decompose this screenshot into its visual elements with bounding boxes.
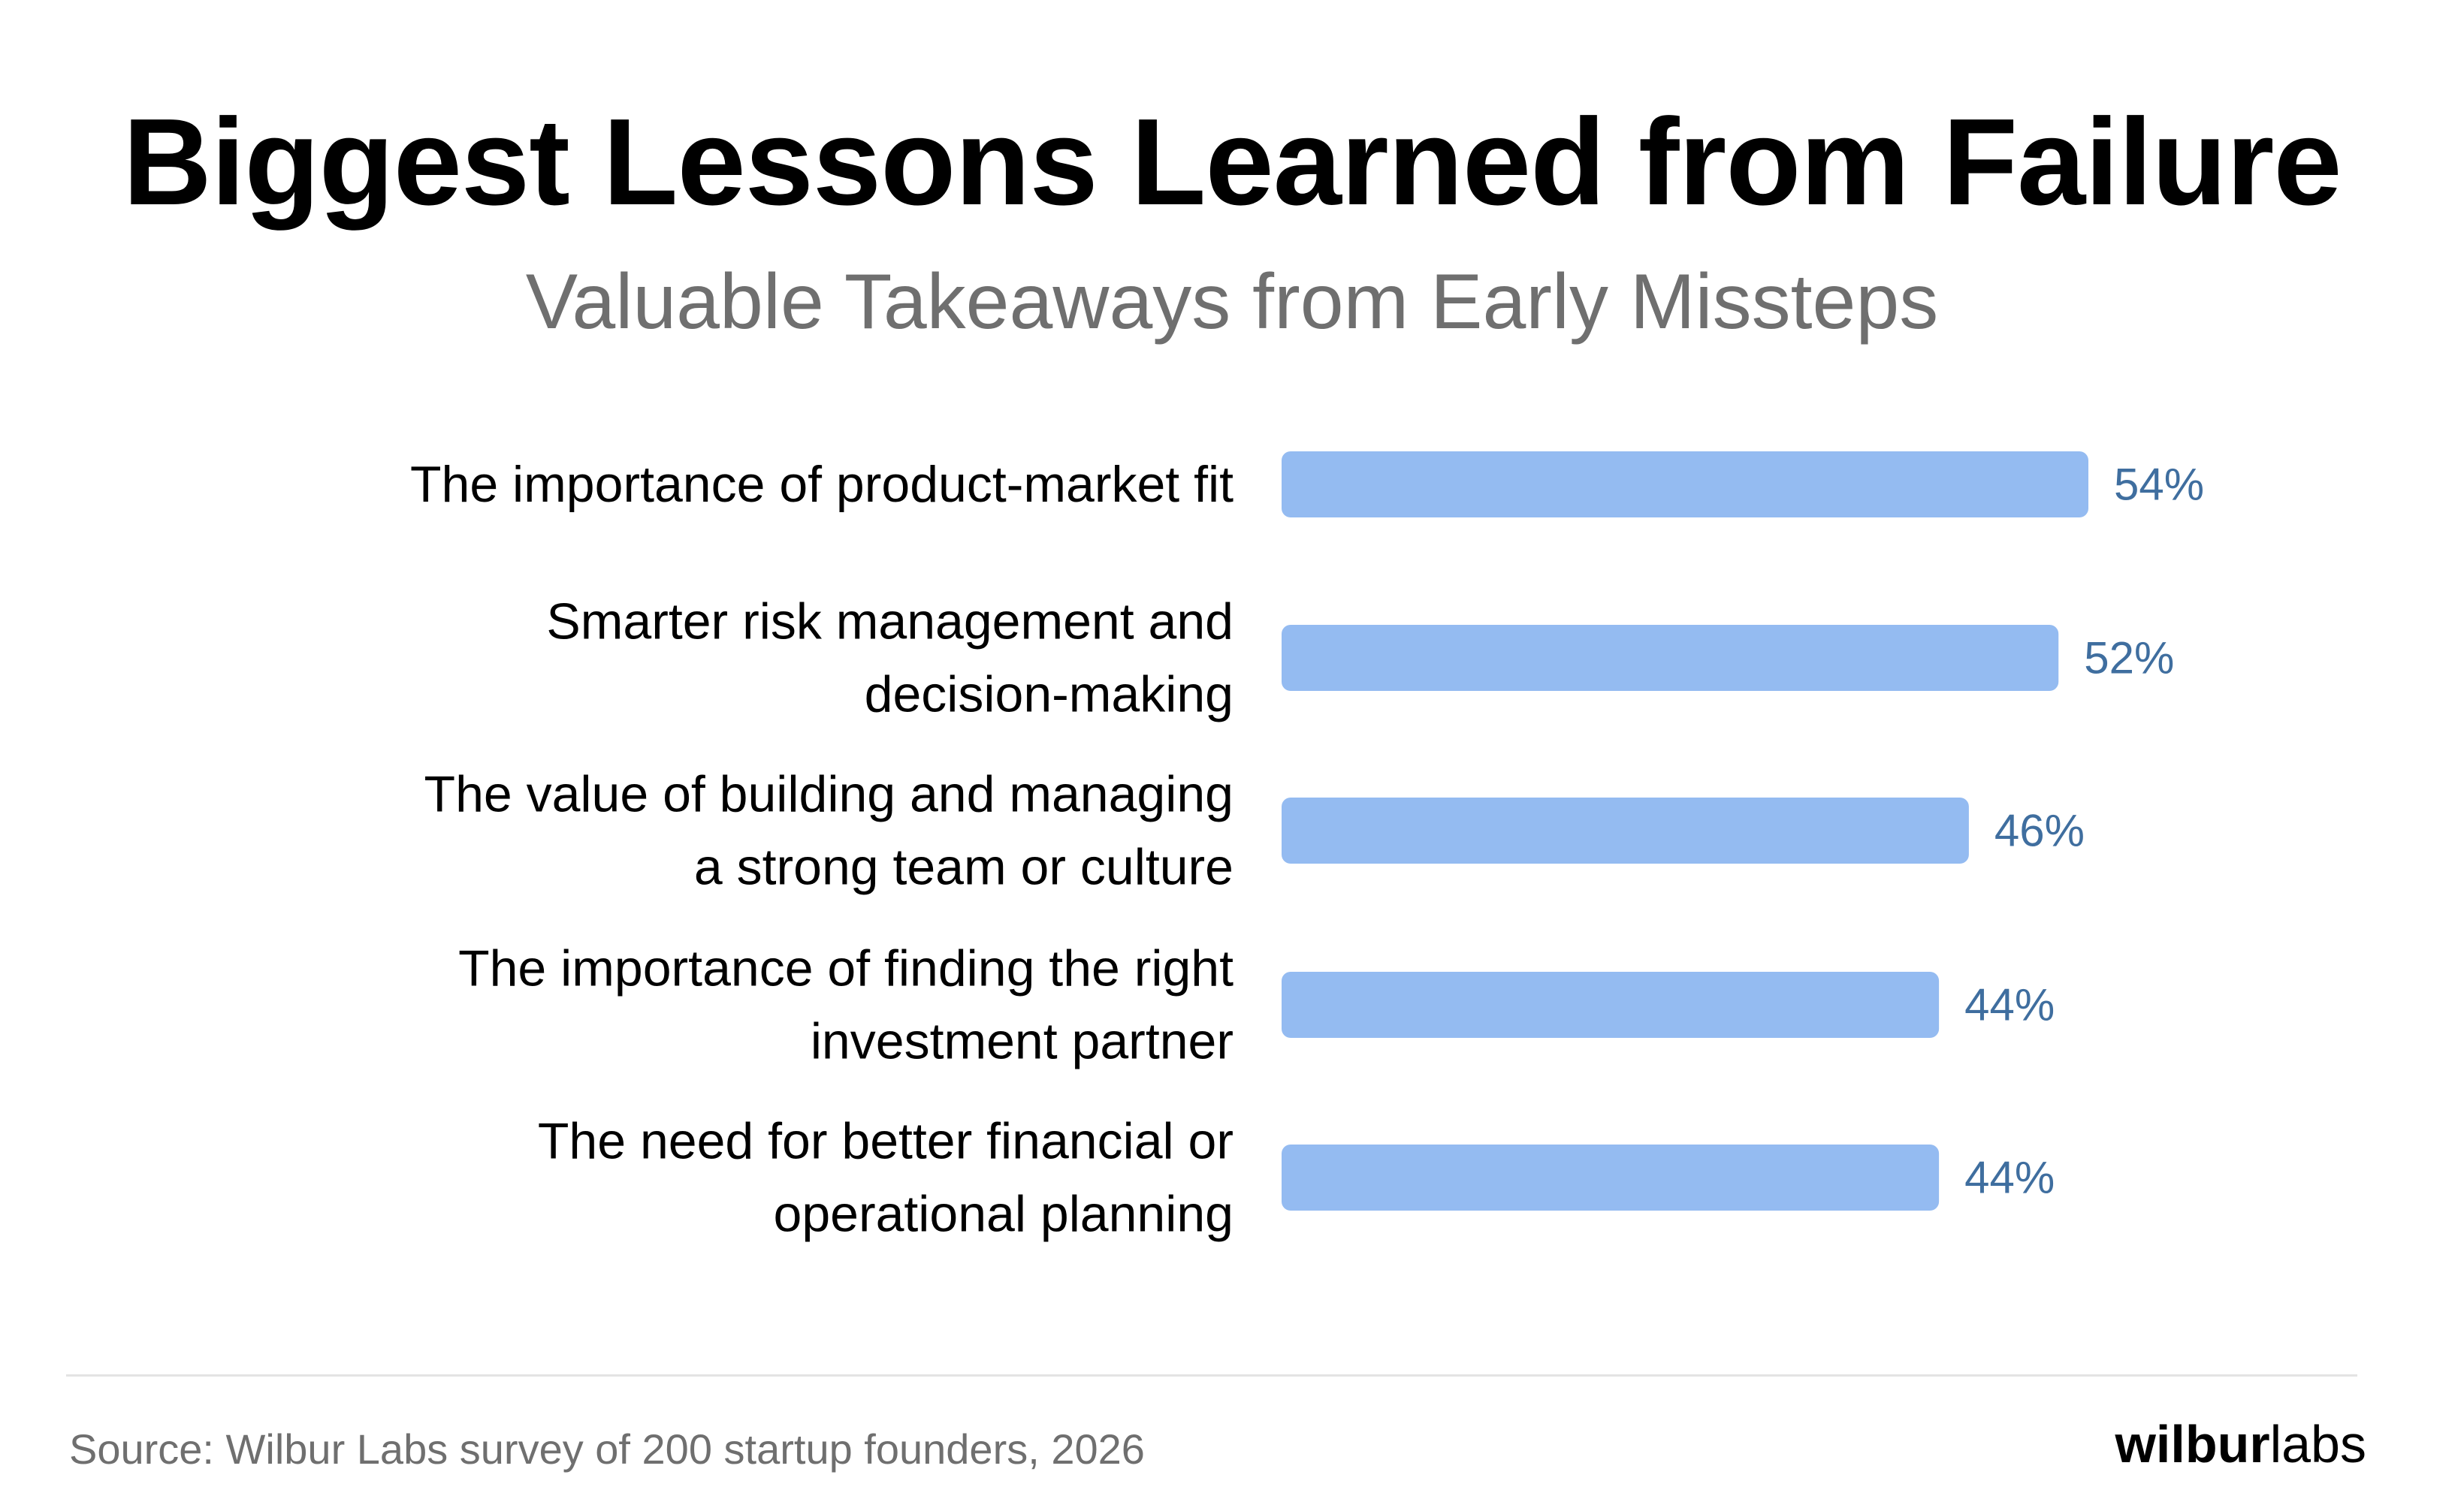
category-label-3-line-2: a strong team or culture	[694, 839, 1234, 896]
category-label-5-line-1: The need for better financial or	[538, 1113, 1234, 1170]
bar-2	[1282, 625, 2059, 691]
category-label-1-line-1: The importance of product-market fit	[410, 456, 1234, 513]
value-label-1: 54%	[2114, 460, 2204, 510]
chart-subtitle: Valuable Takeaways from Early Missteps	[525, 258, 1939, 345]
category-label-4-line-1: The importance of finding the right	[458, 940, 1234, 997]
value-label-5: 44%	[1964, 1153, 2055, 1203]
footer-divider	[66, 1374, 2357, 1377]
category-label-5-line-2: operational planning	[774, 1186, 1234, 1243]
logo-light-text: labs	[2269, 1415, 2366, 1473]
logo-bold-text: wilbur	[2115, 1415, 2270, 1473]
bar-1	[1282, 451, 2088, 517]
bar-5	[1282, 1145, 1940, 1211]
chart-title: Biggest Lessons Learned from Failure	[122, 93, 2342, 231]
value-label-2: 52%	[2084, 633, 2174, 683]
value-label-4: 44%	[1964, 980, 2055, 1030]
category-label-2-line-2: decision-making	[865, 666, 1234, 723]
category-label-4-line-2: investment partner	[811, 1013, 1234, 1070]
category-label-3-line-1: The value of building and managing	[424, 766, 1234, 823]
bar-3	[1282, 798, 1969, 864]
source-note: Source: Wilbur Labs survey of 200 startu…	[69, 1425, 1145, 1473]
wilburlabs-logo: wilburlabs	[2115, 1418, 2366, 1470]
bar-4	[1282, 972, 1940, 1038]
value-label-3: 46%	[1994, 806, 2085, 856]
category-label-2-line-1: Smarter risk management and	[546, 593, 1234, 650]
